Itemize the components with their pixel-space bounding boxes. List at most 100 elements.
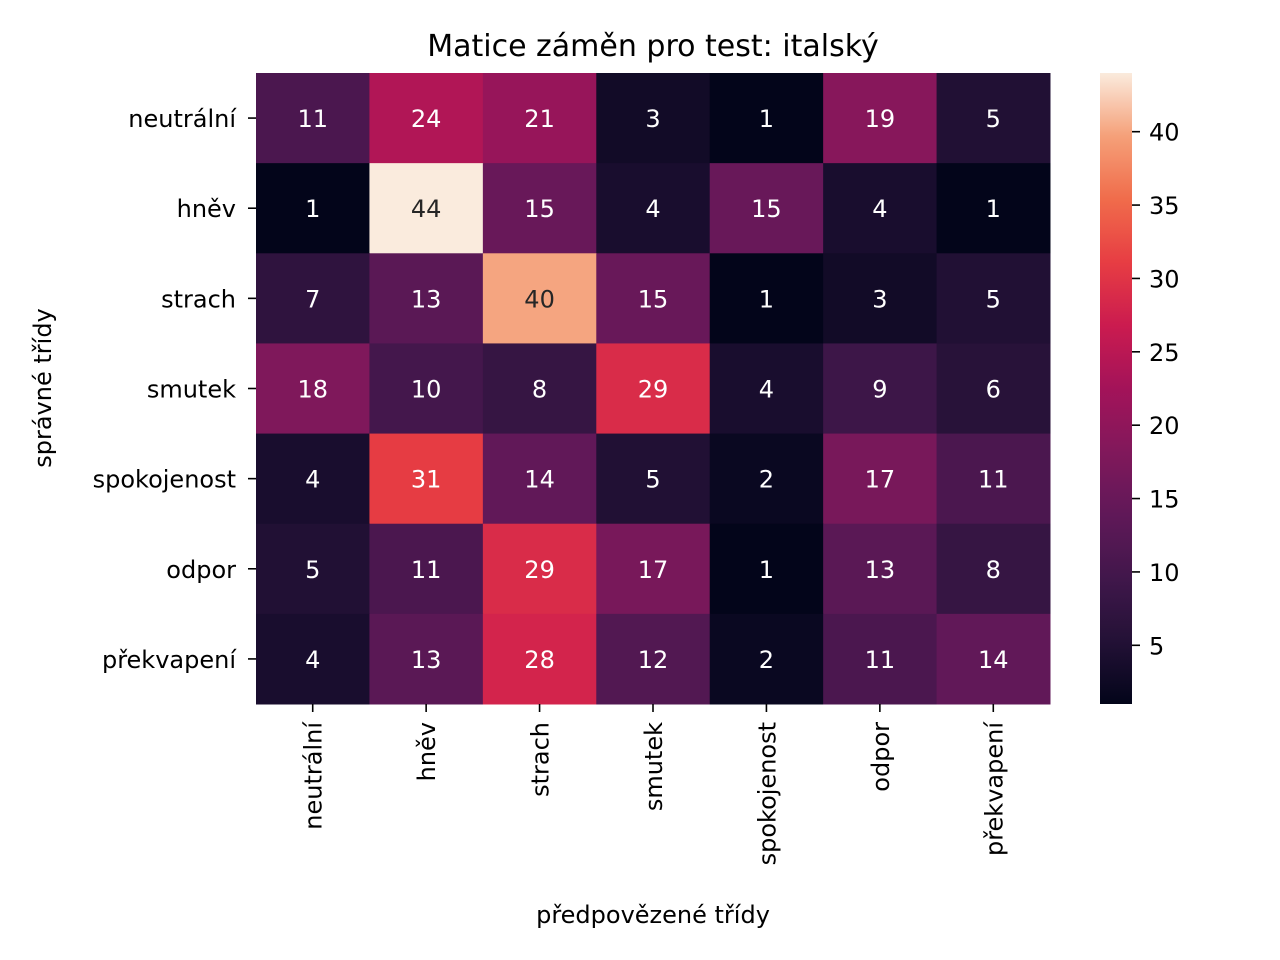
cell-value-label: 17 [865, 466, 896, 494]
colorbar-tick-label: 40 [1149, 119, 1180, 147]
cell-value-label: 1 [759, 556, 774, 584]
heatmap-cell [936, 433, 1051, 525]
heatmap-cell [709, 73, 824, 164]
heatmap-cell [256, 523, 370, 615]
heatmap-cell [709, 613, 824, 705]
heatmap-cell [482, 73, 597, 164]
cell-value-label: 6 [986, 376, 1001, 404]
cell-value-label: 19 [865, 105, 896, 133]
heatmap-cell [369, 253, 484, 344]
heatmap-cell [482, 343, 597, 435]
cell-value-label: 40 [524, 285, 555, 313]
cell-value-label: 31 [411, 466, 442, 494]
cell-value-label: 3 [645, 105, 660, 133]
heatmap-cell [823, 523, 938, 615]
y-axis-ticks: neutrální hněv strach smutek spokojenost odpo… [93, 105, 256, 674]
heatmap-cell [256, 433, 370, 525]
heatmap-cell [936, 523, 1051, 615]
x-tick-label: smutek [640, 722, 668, 811]
heatmap-cell [709, 343, 824, 435]
x-tick-label: překvapení [980, 721, 1008, 856]
cell-value-label: 21 [524, 105, 555, 133]
heatmap-cell [369, 433, 484, 525]
cell-value-label: 5 [986, 285, 1001, 313]
heatmap-cell [936, 163, 1051, 254]
y-tick-label: odpor [166, 556, 236, 584]
cell-value-label: 15 [524, 195, 555, 223]
cell-value-label: 4 [645, 195, 660, 223]
heatmap-cell [256, 613, 370, 705]
heatmap-cell [823, 163, 938, 254]
heatmap-cell [256, 343, 370, 435]
heatmap-cell [369, 163, 484, 254]
colorbar-tick-label: 25 [1149, 339, 1180, 367]
cell-value-label: 11 [978, 466, 1009, 494]
cell-value-label: 24 [411, 105, 442, 133]
y-tick-label: spokojenost [93, 466, 236, 494]
heatmap-cell [482, 163, 597, 254]
cell-value-label: 1 [759, 105, 774, 133]
cell-value-label: 8 [532, 376, 547, 404]
cell-value-label: 1 [305, 195, 320, 223]
y-tick-label: strach [161, 285, 236, 313]
heatmap-cell [936, 253, 1051, 344]
heatmap-cell [596, 163, 711, 254]
heatmap-cell [596, 613, 711, 705]
cell-value-label: 8 [986, 556, 1001, 584]
heatmap-cell [823, 73, 938, 164]
cell-value-label: 11 [297, 105, 328, 133]
heatmap-cell [256, 253, 370, 344]
x-tick-label: neutrální [300, 721, 328, 830]
cell-value-label: 44 [411, 195, 442, 223]
cell-value-label: 4 [305, 466, 320, 494]
colorbar-tick-label: 20 [1149, 412, 1180, 440]
colorbar [1100, 73, 1132, 704]
x-axis-label: předpovězené třídy [536, 901, 770, 929]
cell-value-label: 29 [638, 376, 669, 404]
heatmap-cell [709, 433, 824, 525]
y-tick-label: hněv [177, 195, 236, 223]
cell-value-label: 3 [872, 285, 887, 313]
y-axis-label: správné třídy [29, 308, 57, 468]
heatmap-cell [369, 73, 484, 164]
cell-value-label: 13 [411, 285, 442, 313]
heatmap-cell [596, 253, 711, 344]
heatmap-cell [596, 523, 711, 615]
colorbar-tick-label: 35 [1149, 192, 1180, 220]
colorbar-tick-label: 30 [1149, 265, 1180, 293]
cell-value-label: 5 [986, 105, 1001, 133]
cell-value-label: 1 [986, 195, 1001, 223]
colorbar-tick-label: 10 [1149, 559, 1180, 587]
heatmap-cell [369, 613, 484, 705]
cell-value-label: 2 [759, 466, 774, 494]
heatmap-cell [256, 163, 370, 254]
cell-value-label: 29 [524, 556, 555, 584]
heatmap-cell [596, 433, 711, 525]
x-tick-label: odpor [867, 722, 895, 792]
cell-value-label: 11 [865, 646, 896, 674]
x-tick-label: strach [527, 722, 555, 797]
heatmap-cell [936, 343, 1051, 435]
cell-value-label: 4 [305, 646, 320, 674]
heatmap-cell [482, 253, 597, 344]
heatmap-cell [936, 73, 1051, 164]
cell-value-label: 11 [411, 556, 442, 584]
heatmap-cell [709, 163, 824, 254]
cell-value-label: 2 [759, 646, 774, 674]
heatmap-cell [936, 613, 1051, 705]
colorbar-tick-label: 15 [1149, 486, 1180, 514]
heatmap-cell [709, 253, 824, 344]
cell-value-label: 14 [524, 466, 555, 494]
cell-value-label: 13 [411, 646, 442, 674]
cell-value-label: 15 [751, 195, 782, 223]
cell-value-label: 4 [759, 376, 774, 404]
heatmap-cell [482, 613, 597, 705]
heatmap-cell [369, 343, 484, 435]
cell-value-label: 1 [759, 285, 774, 313]
cell-value-label: 28 [524, 646, 555, 674]
cell-value-label: 9 [872, 376, 887, 404]
cell-value-label: 14 [978, 646, 1009, 674]
heatmap-cell [823, 433, 938, 525]
heatmap-cell [256, 73, 370, 164]
